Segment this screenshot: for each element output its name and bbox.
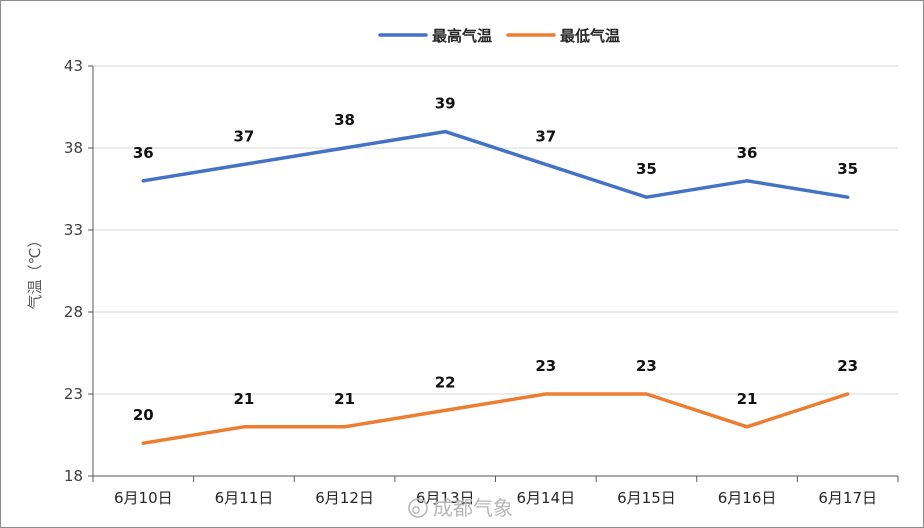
- data-label: 36: [737, 144, 758, 162]
- legend-label: 最高气温: [432, 27, 492, 45]
- data-label: 21: [234, 390, 255, 408]
- x-tick-label: 6月11日: [215, 489, 274, 507]
- x-tick-label: 6月13日: [416, 489, 475, 507]
- x-tick-label: 6月17日: [818, 489, 877, 507]
- data-label: 23: [837, 357, 858, 375]
- legend-label: 最低气温: [560, 27, 620, 45]
- y-tick-label: 43: [64, 57, 83, 75]
- x-tick-label: 6月14日: [516, 489, 575, 507]
- data-label: 37: [234, 127, 255, 145]
- y-tick-label: 33: [64, 221, 83, 239]
- x-tick-label: 6月10日: [114, 489, 173, 507]
- x-tick-label: 6月16日: [718, 489, 777, 507]
- data-label: 39: [435, 95, 456, 113]
- data-label: 23: [636, 357, 657, 375]
- y-tick-label: 28: [64, 303, 83, 321]
- data-label: 38: [334, 111, 355, 129]
- weibo-icon-eye: [412, 506, 420, 514]
- y-tick-label: 18: [64, 467, 83, 485]
- y-tick-label: 38: [64, 139, 83, 157]
- data-label: 37: [535, 127, 556, 145]
- y-axis-label: 气温（℃）: [26, 233, 44, 310]
- data-label: 22: [435, 373, 456, 391]
- series-line: [141, 129, 850, 199]
- data-label: 35: [636, 160, 657, 178]
- x-tick-label: 6月15日: [617, 489, 676, 507]
- data-label: 23: [535, 357, 556, 375]
- data-label: 21: [737, 390, 758, 408]
- series-line: [141, 392, 850, 445]
- data-label: 20: [133, 406, 154, 424]
- weibo-icon: [408, 498, 428, 518]
- y-tick-label: 23: [64, 385, 83, 403]
- data-label: 21: [334, 390, 355, 408]
- data-label: 35: [837, 160, 858, 178]
- watermark-text: 成都气象: [433, 496, 513, 520]
- data-label: 36: [133, 144, 154, 162]
- x-tick-label: 6月12日: [315, 489, 374, 507]
